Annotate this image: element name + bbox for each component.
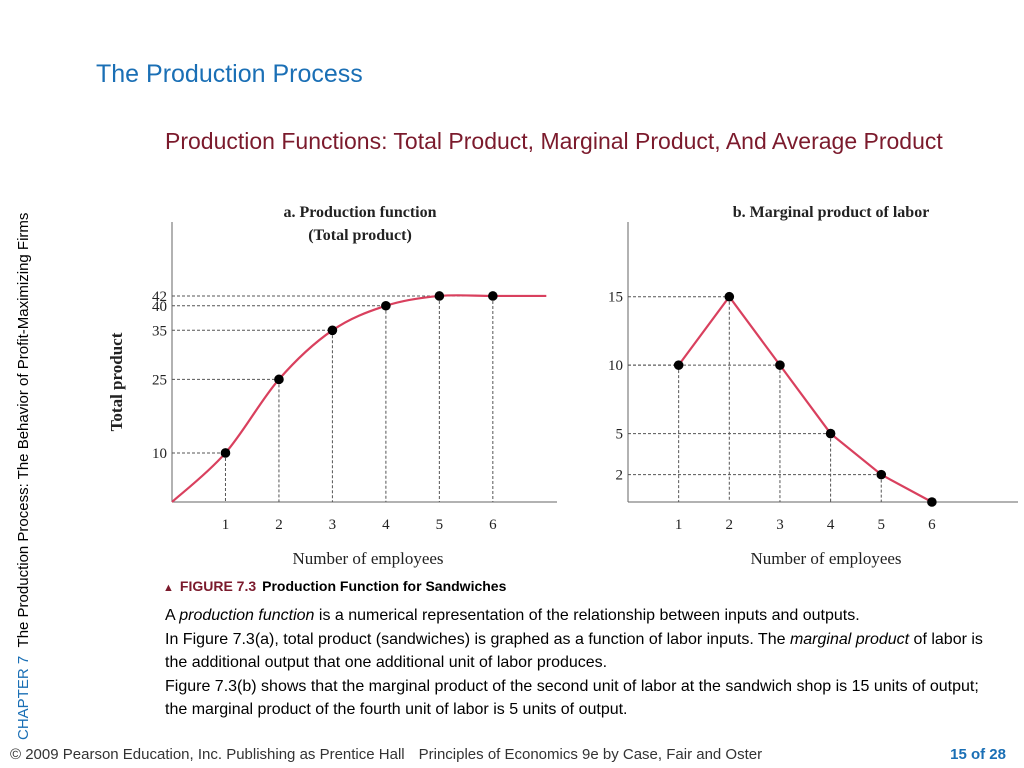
data-point: [327, 325, 338, 336]
y-tick-label: 10: [608, 358, 623, 374]
chart-title: a. Production function: [283, 204, 436, 221]
curve-line: [171, 294, 547, 503]
body-line-2: In Figure 7.3(a), total product (sandwic…: [165, 628, 995, 675]
x-tick-label: 6: [928, 517, 936, 533]
data-point: [220, 448, 231, 458]
x-axis-label: Number of employees: [292, 549, 443, 568]
page-number: 15 of 28: [950, 746, 1006, 763]
y-tick-label: 25: [152, 372, 167, 388]
chart-subtitle: (Total product): [308, 227, 412, 244]
y-tick-label: 10: [152, 446, 167, 462]
slide-body: A production function is a numerical rep…: [165, 604, 995, 722]
y-tick-label: 40: [152, 299, 167, 315]
term-production-function: production function: [179, 607, 315, 624]
footer: © 2009 Pearson Education, Inc. Publishin…: [10, 746, 762, 763]
footer-book: Principles of Economics 9e by Case, Fair…: [418, 746, 763, 763]
x-tick-label: 4: [827, 517, 835, 533]
y-tick-label: 35: [152, 323, 167, 339]
x-tick-label: 3: [329, 517, 337, 533]
chart-title: b. Marginal product of labor: [733, 204, 930, 221]
footer-copyright: © 2009 Pearson Education, Inc. Publishin…: [10, 746, 405, 763]
body-text: In Figure 7.3(a), total product (sandwic…: [165, 630, 790, 648]
chapter-sidebar: CHAPTER 7 The Production Process: The Be…: [11, 20, 37, 740]
body-text: of labor is the additional output that o…: [165, 630, 983, 672]
data-point: [434, 291, 445, 301]
caption-triangle-icon: ▲: [163, 582, 174, 594]
x-tick-label: 3: [776, 517, 784, 533]
y-axis-label: Total product: [107, 332, 126, 431]
body-line-1: A production function is a numerical rep…: [165, 604, 995, 628]
data-point: [927, 497, 937, 507]
x-tick-label: 2: [275, 517, 283, 533]
figure-title: Production Function for Sandwiches: [262, 578, 507, 594]
x-axis-label: Number of employees: [750, 549, 901, 568]
data-point: [775, 360, 785, 370]
x-tick-label: 5: [436, 517, 444, 533]
figure-caption: ▲ FIGURE 7.3 Production Function for Sandw…: [163, 578, 506, 594]
total-product-chart: a. Production function (Total product) 10 2…: [107, 204, 557, 568]
y-tick-label: 15: [608, 290, 623, 306]
y-tick-label: 42: [152, 289, 167, 305]
figure-number: FIGURE 7.3: [179, 578, 257, 594]
body-text: is a numerical representation of the rel…: [314, 607, 860, 624]
marginal-product-chart: b. Marginal product of labor 2 5 10 15 1 2 3 4 5 6…: [608, 204, 1018, 568]
data-point: [825, 428, 836, 439]
chapter-title: The Production Process: The Behavior of …: [15, 212, 32, 648]
x-tick-label: 6: [489, 517, 497, 533]
body-line-3: Figure 7.3(b) shows that the marginal pr…: [165, 677, 979, 719]
data-point: [673, 360, 684, 370]
body-text: A: [165, 607, 180, 624]
slide-subtitle: Production Functions: Total Product, Mar…: [165, 128, 943, 154]
data-point: [274, 374, 284, 385]
y-tick-label: 5: [616, 427, 624, 443]
data-point: [876, 469, 887, 480]
data-point: [724, 291, 735, 302]
chapter-label: CHAPTER 7: [15, 655, 32, 740]
x-tick-label: 1: [675, 517, 683, 533]
x-tick-label: 4: [382, 517, 390, 533]
x-tick-label: 2: [726, 517, 734, 533]
slide-title: The Production Process: [96, 60, 363, 88]
data-point: [381, 300, 391, 311]
x-tick-label: 5: [877, 517, 885, 533]
data-point: [488, 291, 498, 301]
curve-line: [677, 294, 933, 503]
term-marginal-product: marginal product: [789, 630, 910, 648]
chapter-sidebar-text: CHAPTER 7 The Production Process: The Be…: [11, 20, 37, 740]
x-tick-label: 1: [222, 517, 230, 533]
y-tick-label: 2: [616, 468, 624, 484]
